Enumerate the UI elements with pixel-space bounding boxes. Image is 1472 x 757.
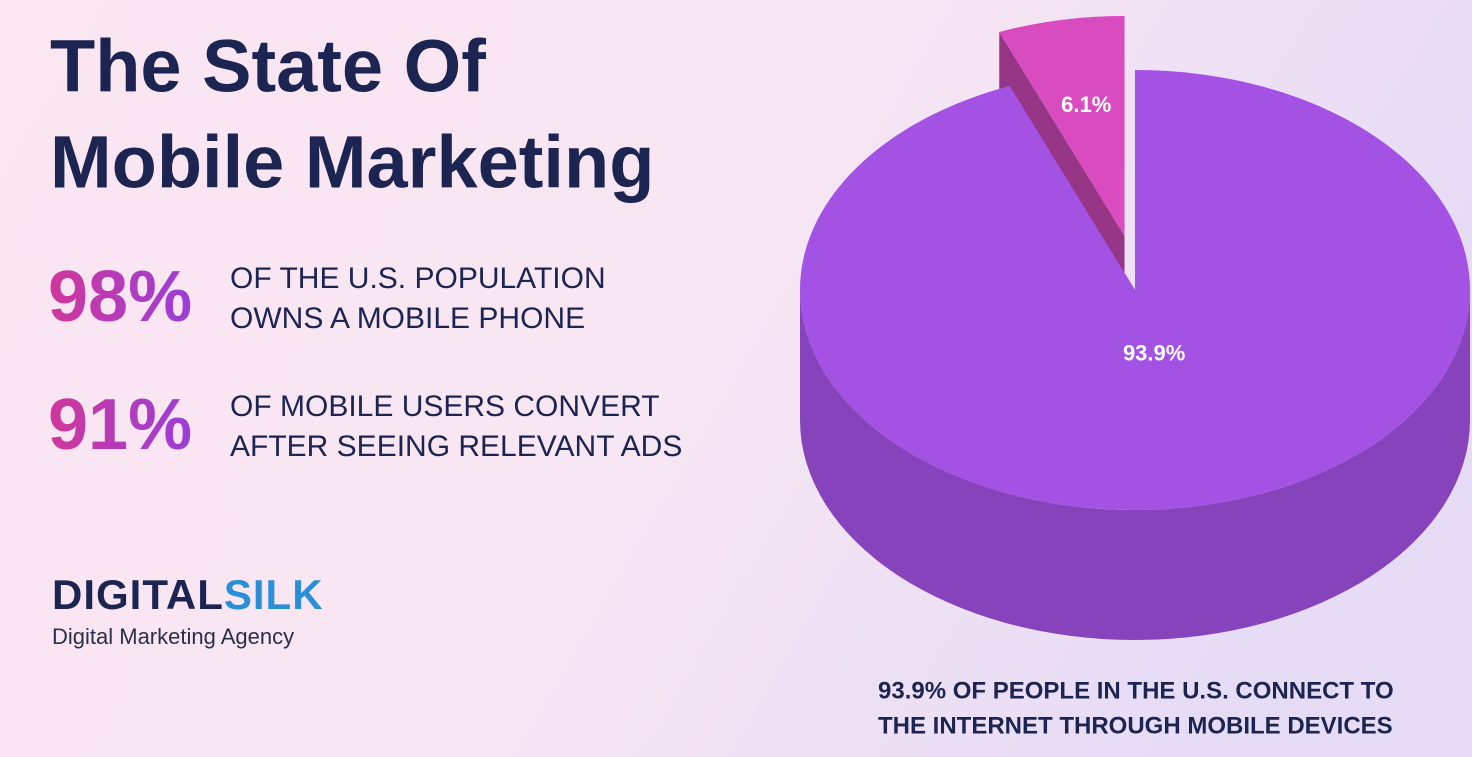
stat-text: OF THE U.S. POPULATION bbox=[230, 262, 606, 295]
title-line: The State Of bbox=[50, 25, 486, 108]
stat-text: AFTER SEEING RELEVANT ADS bbox=[230, 430, 682, 463]
brand-tagline: Digital Marketing Agency bbox=[52, 624, 294, 649]
stat-text: OWNS A MOBILE PHONE bbox=[230, 302, 585, 335]
stat-figure: 98% bbox=[48, 257, 192, 337]
brand-logo: DIGITALSILK bbox=[52, 571, 324, 618]
stat-text: OF MOBILE USERS CONVERT bbox=[230, 390, 660, 423]
brand-name: DIGITAL bbox=[52, 571, 224, 618]
stat-figure: 91% bbox=[48, 385, 192, 465]
slice-side bbox=[800, 290, 1470, 640]
chart-caption: 93.9% OF PEOPLE IN THE U.S. CONNECT TO bbox=[878, 677, 1394, 704]
slice bbox=[800, 70, 1470, 510]
value-label: 6.1% bbox=[1061, 92, 1111, 117]
slice bbox=[999, 16, 1125, 237]
brand-name: SILK bbox=[224, 571, 324, 618]
title-line: Mobile Marketing bbox=[50, 121, 654, 204]
pie-chart: 93.9% 6.1% bbox=[800, 16, 1470, 640]
chart-caption: THE INTERNET THROUGH MOBILE DEVICES bbox=[878, 712, 1393, 739]
value-label: 93.9% bbox=[1123, 341, 1185, 366]
